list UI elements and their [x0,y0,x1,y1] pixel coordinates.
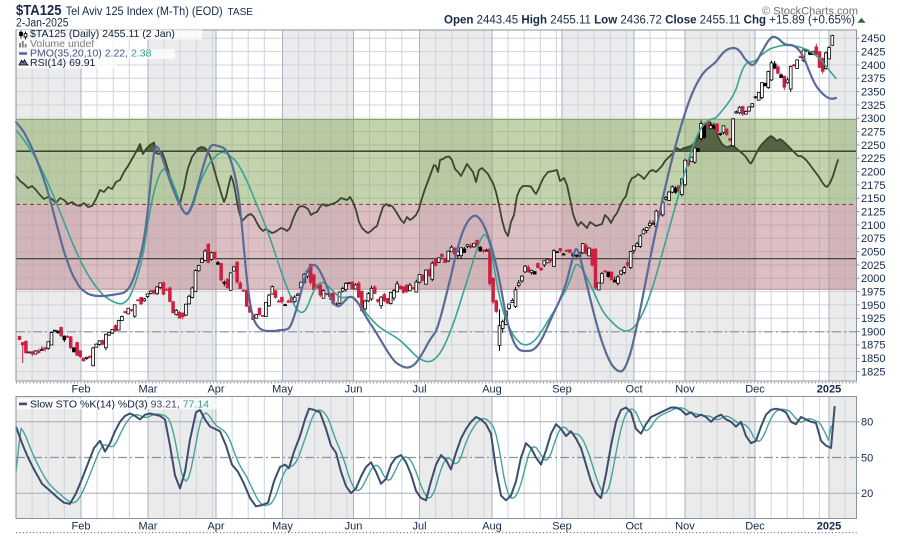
svg-text:Jun: Jun [345,520,363,532]
svg-text:Jun: Jun [345,383,363,395]
svg-text:© StockCharts.com: © StockCharts.com [762,6,858,18]
svg-text:2275: 2275 [861,126,885,138]
svg-text:2025: 2025 [861,260,885,272]
svg-text:1850: 1850 [861,353,885,365]
svg-text:50: 50 [861,452,873,464]
svg-text:Mar: Mar [139,383,158,395]
svg-text:2250: 2250 [861,140,885,152]
svg-text:2300: 2300 [861,113,885,125]
svg-text:1950: 1950 [861,300,885,312]
svg-text:Nov: Nov [675,383,695,395]
svg-text:Sep: Sep [552,383,572,395]
svg-text:May: May [272,520,293,532]
svg-text:2375: 2375 [861,73,885,85]
svg-text:2225: 2225 [861,153,885,165]
svg-text:Aug: Aug [482,520,502,532]
svg-text:80: 80 [861,417,873,429]
svg-text:May: May [272,383,293,395]
svg-text:Aug: Aug [482,383,502,395]
svg-text:2150: 2150 [861,193,885,205]
svg-text:2200: 2200 [861,166,885,178]
svg-text:1975: 1975 [861,286,885,298]
svg-text:1875: 1875 [861,340,885,352]
svg-text:1900: 1900 [861,326,885,338]
svg-text:2450: 2450 [861,33,885,45]
svg-text:2350: 2350 [861,86,885,98]
svg-text:Sep: Sep [552,520,572,532]
svg-text:2125: 2125 [861,206,885,218]
svg-text:Apr: Apr [207,383,224,395]
svg-text:1825: 1825 [861,366,885,378]
svg-text:Apr: Apr [207,520,224,532]
svg-text:2000: 2000 [861,273,885,285]
svg-text:2025: 2025 [817,383,841,395]
svg-text:Volume undef: Volume undef [30,38,94,50]
svg-text:Slow STO %K(14) %D(3) 93.21, 7: Slow STO %K(14) %D(3) 93.21, 77.14 [30,398,209,410]
svg-text:PMO(35,20,10) 2.22, 2.38: PMO(35,20,10) 2.22, 2.38 [30,47,152,59]
svg-text:Nov: Nov [675,520,695,532]
svg-text:$TA125 (Daily) 2455.11 (2 Jan): $TA125 (Daily) 2455.11 (2 Jan) [30,28,175,40]
svg-text:Dec: Dec [745,383,765,395]
svg-text:2075: 2075 [861,233,885,245]
svg-text:2425: 2425 [861,46,885,58]
svg-text:Mar: Mar [139,520,158,532]
svg-text:Feb: Feb [72,383,91,395]
svg-text:2025: 2025 [817,520,841,532]
svg-text:RSI(14) 69.91: RSI(14) 69.91 [30,57,96,69]
svg-text:1925: 1925 [861,313,885,325]
svg-text:Open 2443.45 High 2455.11 Low: Open 2443.45 High 2455.11 Low 2436.72 Cl… [444,15,855,27]
svg-text:2400: 2400 [861,60,885,72]
svg-text:Oct: Oct [625,383,642,395]
svg-text:Jul: Jul [412,520,426,532]
svg-text:Dec: Dec [745,520,765,532]
svg-text:2050: 2050 [861,246,885,258]
svg-text:Oct: Oct [625,520,642,532]
svg-text:$TA125: $TA125 [16,3,62,19]
svg-text:20: 20 [861,488,873,500]
svg-text:2100: 2100 [861,220,885,232]
svg-text:Feb: Feb [72,520,91,532]
svg-text:TASE: TASE [228,7,254,18]
svg-text:2325: 2325 [861,100,885,112]
svg-text:Tel Aviv 125 Index (M-Th) (EOD: Tel Aviv 125 Index (M-Th) (EOD) [66,4,223,18]
svg-text:2-Jan-2025: 2-Jan-2025 [16,17,69,29]
svg-text:2175: 2175 [861,180,885,192]
svg-text:Jul: Jul [412,383,426,395]
